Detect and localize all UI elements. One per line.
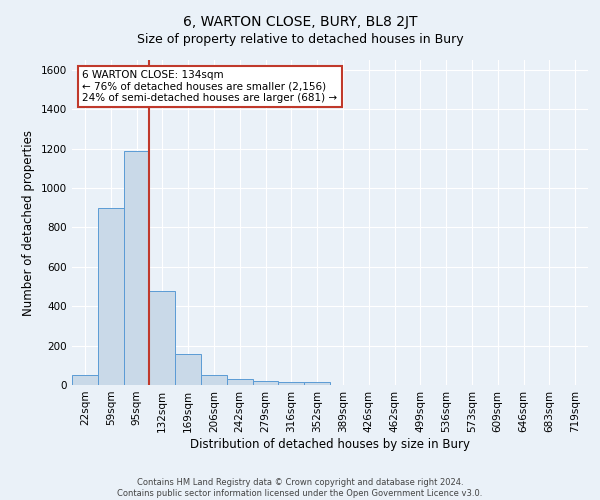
Bar bbox=[201, 375, 227, 385]
X-axis label: Distribution of detached houses by size in Bury: Distribution of detached houses by size … bbox=[190, 438, 470, 450]
Bar bbox=[175, 354, 201, 385]
Bar bbox=[98, 208, 124, 385]
Text: Contains HM Land Registry data © Crown copyright and database right 2024.
Contai: Contains HM Land Registry data © Crown c… bbox=[118, 478, 482, 498]
Text: 6 WARTON CLOSE: 134sqm
← 76% of detached houses are smaller (2,156)
24% of semi-: 6 WARTON CLOSE: 134sqm ← 76% of detached… bbox=[82, 70, 337, 103]
Bar bbox=[149, 292, 175, 385]
Bar bbox=[253, 382, 278, 385]
Bar bbox=[278, 382, 304, 385]
Bar bbox=[124, 150, 149, 385]
Bar bbox=[227, 379, 253, 385]
Text: 6, WARTON CLOSE, BURY, BL8 2JT: 6, WARTON CLOSE, BURY, BL8 2JT bbox=[183, 15, 417, 29]
Bar bbox=[304, 382, 330, 385]
Bar bbox=[72, 375, 98, 385]
Y-axis label: Number of detached properties: Number of detached properties bbox=[22, 130, 35, 316]
Text: Size of property relative to detached houses in Bury: Size of property relative to detached ho… bbox=[137, 32, 463, 46]
